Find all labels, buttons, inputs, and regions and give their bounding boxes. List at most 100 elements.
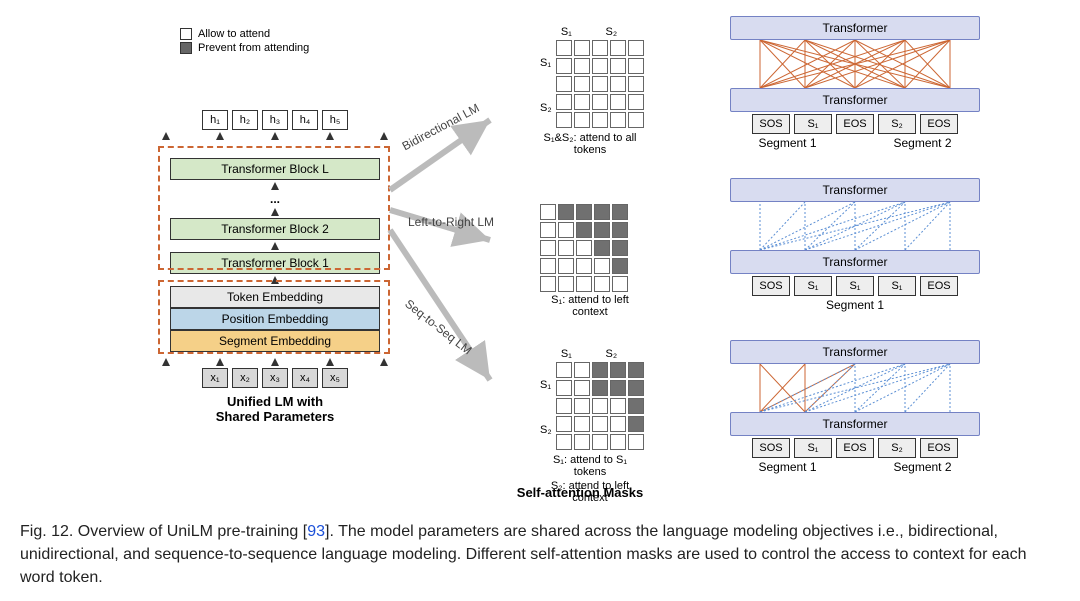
mask-cell — [556, 362, 572, 378]
mask-cell — [556, 416, 572, 432]
segment-token: S₁ — [878, 276, 916, 296]
segment-token: EOS — [836, 438, 874, 458]
mask-cell — [610, 416, 626, 432]
seg-labels: Segment 1 Segment 2 — [720, 136, 990, 150]
tf-block-bot: Transformer — [730, 250, 980, 274]
mask-cell — [574, 94, 590, 110]
arrow-icon — [326, 358, 334, 366]
segment-token: EOS — [836, 114, 874, 134]
arrow-icon — [271, 358, 279, 366]
mask-cell — [558, 258, 574, 274]
seg-2-label: Segment 2 — [893, 136, 951, 150]
mask-s2s: S₁S₂ S₁S₂ S₁: attend to S₁ tokens S₂: at… — [540, 348, 640, 504]
mask-cell — [610, 112, 626, 128]
mask-cell — [556, 40, 572, 56]
segment-token: S₁ — [794, 276, 832, 296]
segment-token: SOS — [752, 114, 790, 134]
legend-swatch-allow — [180, 28, 192, 40]
tf-block-top: Transformer — [730, 16, 980, 40]
seg-1-label: Segment 1 — [826, 298, 884, 312]
mask-bidir: S₁S₂ S₁S₂ S₁&S₂: attend to all tokens — [540, 26, 640, 156]
mask-cell — [576, 258, 592, 274]
mask-cell — [576, 276, 592, 292]
mask-bidir-grid — [556, 40, 644, 130]
segment-token: SOS — [752, 438, 790, 458]
tf-bidir: Transformer Transformer SOSS₁EOSS₂EOS Se… — [720, 16, 990, 150]
mask-label: S₂ — [606, 348, 618, 360]
mask-cell — [610, 380, 626, 396]
mask-cell — [592, 434, 608, 450]
tf-block-top: Transformer — [730, 340, 980, 364]
tf-net-s2s — [730, 364, 980, 412]
h-token: h₁ — [202, 110, 228, 130]
mask-cell — [594, 204, 610, 220]
mask-cell — [556, 380, 572, 396]
mask-cell — [628, 362, 644, 378]
mask-cell — [558, 240, 574, 256]
mask-cell — [610, 76, 626, 92]
mask-cell — [610, 362, 626, 378]
mask-label: S₂ — [606, 26, 618, 38]
mask-cell — [574, 398, 590, 414]
mask-cell — [628, 416, 644, 432]
mask-cell — [592, 76, 608, 92]
mask-cell — [594, 240, 610, 256]
mask-cell — [540, 222, 556, 238]
token-row-s2s: SOSS₁EOSS₂EOS — [720, 438, 990, 458]
mask-cell — [628, 380, 644, 396]
segment-token: S₁ — [794, 114, 832, 134]
x-token: x₁ — [202, 368, 228, 388]
mask-cell — [610, 58, 626, 74]
mask-cell — [628, 76, 644, 92]
segment-token: EOS — [920, 438, 958, 458]
h-token: h₄ — [292, 110, 318, 130]
mask-cell — [594, 258, 610, 274]
mask-cell — [574, 58, 590, 74]
x-token: x₄ — [292, 368, 318, 388]
mask-cell — [556, 112, 572, 128]
transformer-stack-box — [158, 146, 390, 270]
segment-token: EOS — [920, 114, 958, 134]
seg-1-label: Segment 1 — [758, 136, 816, 150]
legend-prevent-label: Prevent from attending — [198, 42, 309, 54]
mask-cell — [628, 398, 644, 414]
mask-cell — [592, 398, 608, 414]
mask-cell — [594, 222, 610, 238]
mask-l2r-caption: S₁: attend to left context — [540, 294, 640, 318]
token-row-l2r: SOSS₁S₁S₁EOS — [720, 276, 990, 296]
arrow-icon — [216, 132, 224, 140]
x-token: x₃ — [262, 368, 288, 388]
mask-cell — [612, 222, 628, 238]
masks-title: Self-attention Masks — [470, 485, 690, 500]
tf-s2s: Transformer Transformer SOSS₁EOSS₂EOS Se… — [720, 340, 990, 474]
tf-block-bot: Transformer — [730, 88, 980, 112]
legend-swatch-prevent — [180, 42, 192, 54]
mask-s2s-grid — [556, 362, 644, 452]
mask-cell — [628, 434, 644, 450]
mask-cell — [610, 398, 626, 414]
mask-label: S₂ — [540, 424, 552, 436]
mask-bidir-caption: S₁&S₂: attend to all tokens — [540, 132, 640, 156]
mask-cell — [612, 258, 628, 274]
architecture-column: h₁h₂h₃h₄h₅ Transformer Block L ... Trans… — [150, 110, 400, 424]
mask-cell — [556, 58, 572, 74]
arrow-icon — [216, 358, 224, 366]
mask-cell — [610, 434, 626, 450]
token-row-bidir: SOSS₁EOSS₂EOS — [720, 114, 990, 134]
mask-cell — [612, 204, 628, 220]
mask-cell — [592, 380, 608, 396]
mask-s2s-caption1: S₁: attend to S₁ tokens — [540, 454, 640, 478]
mask-cell — [576, 204, 592, 220]
mask-cell — [592, 112, 608, 128]
arch-title-1: Unified LM with — [150, 394, 400, 409]
arch-title-2: Shared Parameters — [150, 409, 400, 424]
mask-cell — [592, 94, 608, 110]
mask-cell — [558, 276, 574, 292]
segment-token: S₁ — [794, 438, 832, 458]
mask-label: S₁ — [540, 379, 552, 391]
mask-cell — [558, 222, 574, 238]
caption-prefix: Fig. 12. Overview of UniLM pre-training … — [20, 523, 307, 540]
mask-cell — [574, 434, 590, 450]
mask-cell — [628, 40, 644, 56]
mask-cell — [592, 58, 608, 74]
